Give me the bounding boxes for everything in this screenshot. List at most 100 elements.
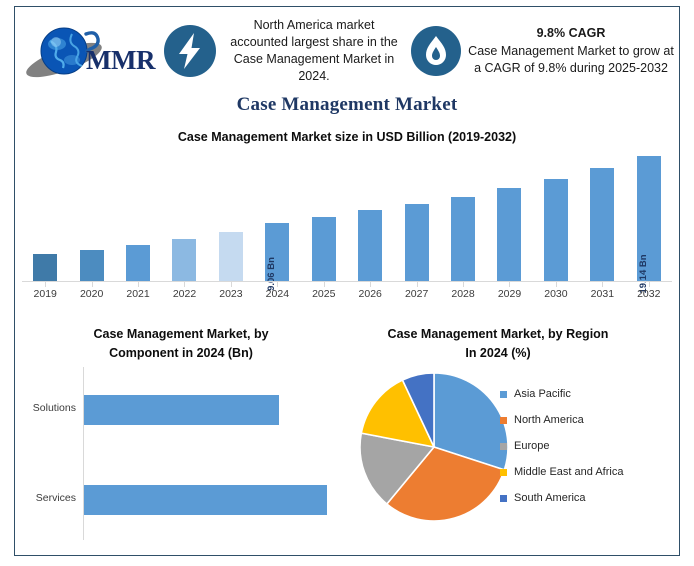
bar-value-label: 9.06 Bn [266, 257, 278, 291]
pie-slice-asia-pacific [433, 372, 509, 471]
bar-2021 [126, 244, 151, 282]
x-axis-label-2022: 2022 [172, 288, 197, 300]
bar-column [68, 146, 114, 287]
lightning-bolt-icon [162, 23, 218, 79]
legend-item-north-america: North America [500, 407, 684, 433]
bar-2029 [497, 188, 522, 282]
market-size-bar-chart: 9.06 Bn 19.14 Bn 2019 2020 2021 2022 2023 2024… [22, 146, 672, 301]
bar-column [208, 146, 254, 287]
region-chart-title: Case Management Market, by Region In 202… [348, 325, 648, 363]
region-pie-chart [358, 367, 509, 527]
legend-swatch-icon [500, 416, 507, 424]
axis-tick [91, 282, 93, 287]
component-axis-line [83, 367, 84, 540]
legend-item-asia-pacific: Asia Pacific [500, 381, 684, 407]
bar-column: 9.06 Bn [254, 146, 300, 291]
x-axis-label-2021: 2021 [126, 288, 150, 300]
bar-chart-x-labels: 2019 2020 2021 2022 2023 2024 2025 2026 2027 2028… [22, 288, 672, 304]
axis-tick [230, 282, 232, 287]
bar-2031 [590, 168, 615, 282]
legend-label: Middle East and Africa [514, 466, 624, 478]
legend-item-middle-east-and-africa: Middle East and Africa [500, 459, 684, 485]
x-axis-label-2025: 2025 [312, 288, 336, 300]
bar-2019 [33, 254, 58, 282]
axis-tick [509, 282, 511, 287]
bar-2024: 9.06 Bn [265, 222, 290, 291]
bar-2028 [451, 196, 476, 282]
svg-text:MMR: MMR [86, 45, 156, 75]
flame-drop-icon [410, 25, 462, 77]
legend-label: North America [514, 414, 584, 426]
pie-slice-europe [359, 432, 436, 506]
x-axis-label-2023: 2023 [219, 288, 243, 300]
legend-item-europe: Europe [500, 433, 684, 459]
x-axis-label-2030: 2030 [544, 288, 568, 300]
axis-tick [416, 282, 418, 287]
bar-column [301, 146, 347, 287]
x-axis-label-2028: 2028 [451, 288, 475, 300]
page-title: Case Management Market [236, 94, 458, 115]
header-stat-text: North America market accounted largest s… [230, 18, 398, 83]
axis-tick [138, 282, 140, 287]
bar-2030 [543, 178, 568, 282]
x-axis-label-2027: 2027 [404, 288, 429, 300]
bar-column [440, 146, 486, 287]
component-chart-section: Case Management Market, by Component in … [16, 325, 346, 540]
component-chart-title-line2: Component in 2024 (Bn) [109, 346, 253, 360]
x-axis-label-2031: 2031 [590, 288, 615, 300]
x-axis-label-2024: 2024 [265, 288, 290, 300]
bar-column [161, 146, 207, 287]
cagr-detail: Case Management Market to grow at a CAGR… [468, 44, 674, 75]
header-bar: MMR North America market accounted large… [16, 8, 678, 94]
legend-item-south-america: South America [500, 485, 684, 511]
bar-2026 [358, 210, 383, 282]
bar-column [486, 146, 532, 287]
bar-chart-axis-line [22, 281, 672, 282]
pie-svg [359, 372, 509, 522]
legend-swatch-icon [500, 494, 507, 502]
bar-column [115, 146, 161, 287]
component-chart-title: Case Management Market, by Component in … [16, 325, 346, 363]
axis-tick [277, 282, 279, 287]
legend-swatch-icon [500, 468, 507, 476]
bar-column: 19.14 Bn [626, 146, 672, 294]
legend-swatch-icon [500, 442, 507, 450]
component-plot-area: Solutions Services [16, 367, 346, 540]
globe-icon: MMR [26, 27, 156, 78]
bar-2032: 19.14 Bn [636, 156, 661, 294]
pie-slice-south-america [401, 372, 435, 448]
x-axis-label-2026: 2026 [358, 288, 382, 300]
bar-column [579, 146, 625, 287]
component-bar-services [84, 485, 328, 515]
component-label-solutions: Solutions [32, 402, 76, 414]
axis-tick [555, 282, 557, 287]
axis-tick [323, 282, 325, 287]
bar-2027 [404, 203, 429, 282]
legend-label: Asia Pacific [514, 388, 571, 400]
bar-chart-title: Case Management Market size in USD Billi… [177, 130, 517, 144]
axis-tick [45, 282, 47, 287]
x-axis-label-2020: 2020 [79, 288, 104, 300]
axis-tick [184, 282, 186, 287]
pie-slice-north-america [385, 446, 506, 522]
bar-column [533, 146, 579, 287]
bar-column [393, 146, 439, 287]
bar-2020 [79, 249, 104, 282]
axis-tick [648, 282, 650, 287]
region-pie-legend: Asia Pacific North America Europe Middle Ea… [500, 381, 684, 511]
region-chart-section: Case Management Market, by Region In 202… [348, 325, 684, 540]
bar-2022 [172, 238, 197, 282]
x-axis-label-2019: 2019 [33, 288, 57, 300]
legend-swatch-icon [500, 390, 507, 398]
component-label-services: Services [35, 492, 76, 504]
cagr-headline: 9.8% CAGR [536, 26, 606, 40]
axis-tick [370, 282, 372, 287]
bar-2023 [218, 232, 243, 282]
cagr-block: 9.8% CAGR Case Management Market to grow… [464, 25, 678, 77]
region-chart-title-line2: In 2024 (%) [465, 346, 531, 360]
legend-label: South America [514, 492, 586, 504]
component-row: Services [16, 485, 346, 515]
component-chart-title-line1: Case Management Market, by [93, 327, 269, 341]
bar-2025 [311, 216, 336, 282]
